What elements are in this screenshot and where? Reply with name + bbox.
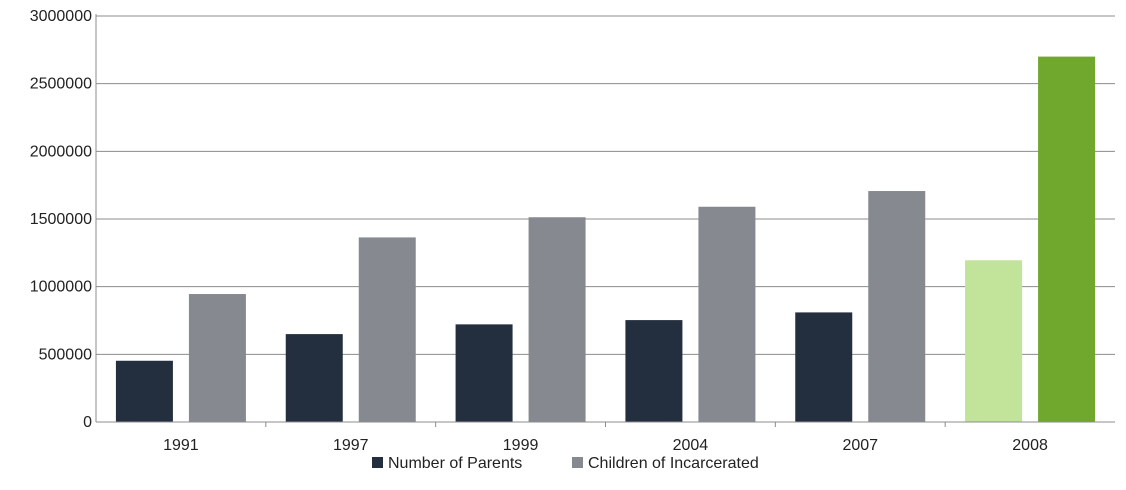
x-tick-label: 1991 (163, 437, 199, 454)
legend-label: Number of Parents (388, 455, 522, 472)
y-tick-label: 2500000 (30, 76, 92, 93)
y-tick-label: 2000000 (30, 143, 92, 160)
legend-label: Children of Incarcerated (588, 455, 759, 472)
bar-parents-1991 (115, 360, 173, 422)
y-tick-label: 0 (83, 414, 92, 431)
bar-children-2004 (698, 206, 756, 422)
gridlines (96, 15, 1115, 355)
bar-children-1991 (188, 294, 246, 422)
bar-children-2008 (1038, 56, 1096, 422)
bar-children-1999 (528, 217, 586, 422)
x-tick-label: 1999 (503, 437, 539, 454)
y-tick-label: 1000000 (30, 279, 92, 296)
bar-parents-2008 (965, 260, 1023, 422)
legend: Number of Parents Children of Incarcerate… (372, 455, 759, 472)
x-tick-label: 2008 (1012, 437, 1048, 454)
bar-parents-2004 (625, 320, 683, 422)
bar-parents-1997 (285, 334, 343, 422)
y-tick-label: 3000000 (30, 8, 92, 25)
x-tick-label: 2007 (842, 437, 878, 454)
y-tick-label: 1500000 (30, 211, 92, 228)
y-tick-label: 500000 (39, 346, 92, 363)
bar-children-2007 (868, 191, 926, 422)
bars (115, 56, 1096, 422)
legend-swatch (372, 457, 383, 468)
bar-children-1997 (358, 237, 416, 422)
bar-parents-1999 (455, 324, 513, 422)
bar-parents-2007 (795, 312, 853, 422)
legend-swatch (572, 457, 583, 468)
x-tick-label: 1997 (333, 437, 369, 454)
x-tick-label: 2004 (673, 437, 709, 454)
axes: 0 500000 1000000 1500000 2000000 2500000 30000… (30, 8, 1115, 454)
